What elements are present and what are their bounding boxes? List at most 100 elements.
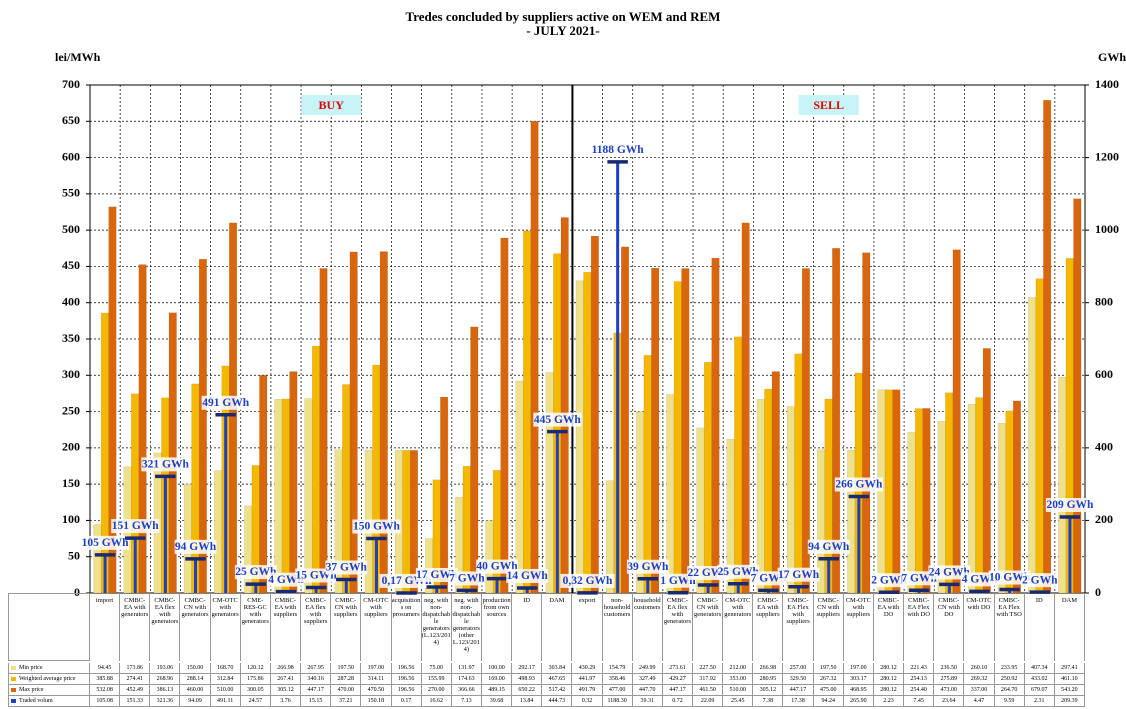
data-label-bg	[717, 564, 760, 579]
table-cell: 94.09	[180, 696, 211, 707]
table-cell: 209.39	[1054, 696, 1085, 707]
y-tick-label: 650	[62, 113, 80, 127]
bar	[334, 449, 343, 594]
table-cell: 7.13	[451, 696, 482, 707]
table-cell: 169.00	[481, 674, 513, 685]
data-label-bg	[928, 565, 971, 580]
y-tick-label: 150	[62, 476, 80, 490]
table-cell: 264.70	[994, 685, 1025, 696]
data-label: 17 GWh	[416, 569, 458, 581]
table-cell: 212.00	[723, 663, 754, 674]
data-label: 0,32 GWh	[563, 575, 613, 587]
x-tick-label: CMBC-CN with DO	[934, 593, 965, 661]
table-cell: 430.29	[572, 663, 603, 674]
table-cell: 2.31	[1024, 696, 1055, 707]
table-cell: 250.92	[994, 674, 1025, 685]
table-cell: 407.34	[1024, 663, 1055, 674]
x-tick-label: CME-RES-GC with generators	[241, 593, 271, 661]
legend-swatch	[11, 677, 16, 681]
bar	[734, 336, 743, 594]
x-tick-label: production from own sources	[482, 593, 513, 661]
data-label-bg	[1022, 573, 1058, 588]
y-axis-label: lei/MWh	[55, 50, 101, 64]
y-tick-label: 600	[62, 149, 80, 163]
table-cell: 269.32	[964, 674, 995, 685]
table-cell: 473.00	[934, 685, 965, 696]
table-cell: 173.86	[120, 663, 151, 674]
x-tick-label: CMBC-CN with suppliers	[814, 593, 844, 661]
x-tick-label: CMBC-EA Flex with DO	[904, 593, 935, 661]
data-label: 2 GWh	[1022, 574, 1058, 586]
table-cell: 13.84	[512, 696, 543, 707]
table-cell: 679.07	[1024, 685, 1055, 696]
table-cell: 196.56	[391, 674, 422, 685]
y-tick-label: 500	[62, 222, 80, 236]
table-cell: 358.46	[602, 674, 633, 685]
table-cell: 385.88	[90, 674, 121, 685]
table-cell: 254.13	[904, 674, 935, 685]
table-cell: 155.99	[421, 674, 452, 685]
table-cell: 120.12	[240, 663, 271, 674]
table-cell: 175.86	[240, 674, 271, 685]
table-cell: 477.00	[602, 685, 633, 696]
table-cell: 353.00	[723, 674, 754, 685]
table-row-header: Max price	[8, 685, 90, 696]
data-label-bg	[834, 477, 883, 492]
table-cell: 275.89	[934, 674, 965, 685]
bar	[198, 258, 207, 594]
table-cell: 37.21	[331, 696, 362, 707]
table-cell: 23.64	[934, 696, 965, 707]
data-label-bg	[506, 568, 549, 583]
bar	[590, 235, 599, 594]
bar	[643, 355, 652, 594]
data-label-bg	[174, 539, 217, 554]
x-tick-label: CMBC-EA with suppliers	[271, 593, 302, 661]
table-cell: 517.42	[542, 685, 573, 696]
table-cell: 288.14	[180, 674, 211, 685]
table-cell: 7.38	[753, 696, 784, 707]
bar	[93, 524, 102, 594]
data-label-bg	[660, 573, 696, 588]
table-cell: 24.57	[240, 696, 271, 707]
table-cell: 267.41	[270, 674, 302, 685]
x-tick-label: CMBC-EA with generators	[120, 593, 151, 661]
chart-title: Tredes concluded by suppliers active on …	[406, 9, 721, 24]
table-cell: 105.08	[90, 696, 121, 707]
x-tick-label: import	[90, 593, 121, 661]
table-cell: 274.41	[120, 674, 151, 685]
legend-label: Weighted average price	[19, 676, 76, 682]
data-label: 94 GWh	[175, 541, 217, 553]
y-tick-label: 350	[62, 331, 80, 345]
bar	[100, 312, 109, 594]
table-cell: 300.05	[240, 685, 271, 696]
y2-tick-label: 400	[1095, 440, 1113, 454]
table-cell: 9.59	[994, 696, 1025, 707]
bar	[349, 251, 358, 594]
data-label-bg	[1045, 498, 1094, 513]
table-cell: 297.41	[1054, 663, 1085, 674]
table-cell: 470.50	[361, 685, 392, 696]
x-tick-label: CMBC-CN with generators	[693, 593, 724, 661]
bar	[1012, 400, 1022, 594]
table-cell: 444.73	[542, 696, 573, 707]
data-label-bg	[325, 560, 368, 575]
bar	[259, 374, 268, 594]
data-label: 2 GWh	[871, 574, 907, 586]
bar	[741, 222, 750, 594]
data-label: 266 GWh	[835, 479, 883, 491]
data-label-bg	[807, 539, 850, 554]
table-cell: 460.00	[180, 685, 211, 696]
x-tick-label: DAM	[542, 593, 573, 661]
table-cell: 196.56	[391, 685, 422, 696]
y2-tick-label: 1400	[1095, 77, 1119, 91]
table-cell: 461.50	[693, 685, 724, 696]
table-cell: 498.93	[512, 674, 543, 685]
table-cell: 467.65	[542, 674, 573, 685]
x-tick-label: CMBC-EA Flex with TSO	[995, 593, 1025, 661]
table-cell: 447.17	[783, 685, 814, 696]
bar	[168, 312, 177, 594]
bar	[402, 450, 411, 594]
bar	[832, 248, 841, 594]
bar	[485, 520, 494, 594]
y2-axis-label: GWh	[1098, 50, 1126, 64]
